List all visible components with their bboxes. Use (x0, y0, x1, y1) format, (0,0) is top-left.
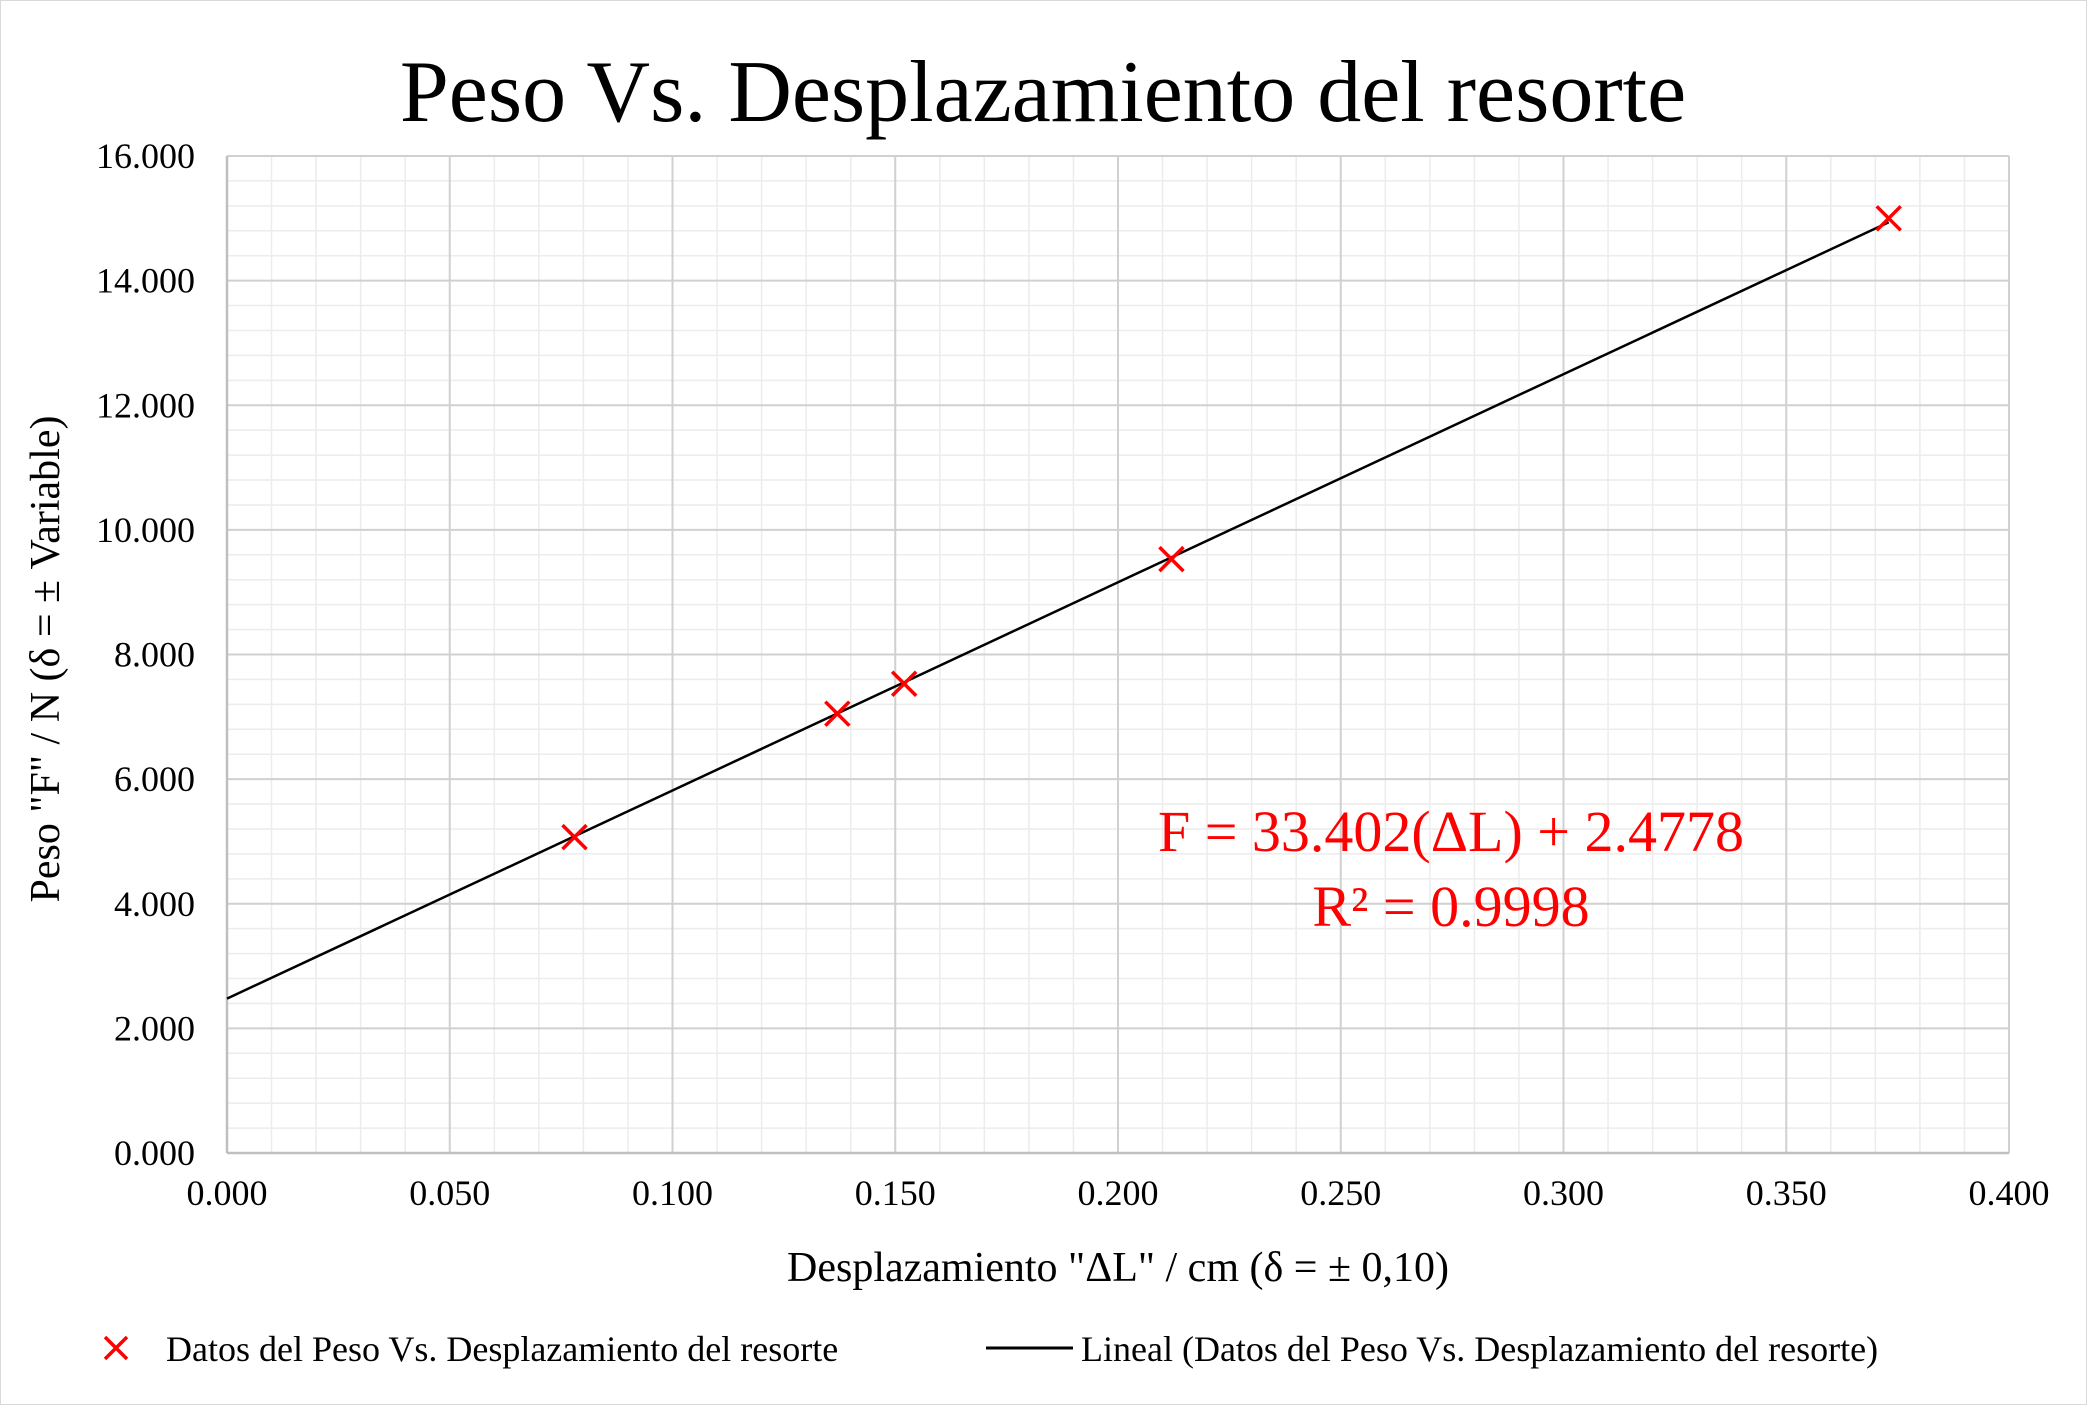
x-tick-label: 0.050 (409, 1173, 490, 1213)
y-tick-label: 6.000 (114, 759, 195, 799)
marker-stroke (824, 700, 851, 727)
trendline (226, 221, 1890, 1000)
y-tick-label: 0.000 (114, 1133, 195, 1173)
x-tick-label: 0.000 (187, 1173, 268, 1213)
data-points (561, 205, 1902, 851)
marker-stroke (1158, 545, 1185, 573)
y-tick-label: 4.000 (114, 884, 195, 924)
legend-label-trendline: Lineal (Datos del Peso Vs. Desplazamient… (1081, 1329, 1878, 1369)
x-tick-label: 0.300 (1523, 1173, 1604, 1213)
x-tick-labels: 0.000 0.050 0.100 0.150 0.200 0.250 0.300 0.350… (187, 1173, 2050, 1213)
trendline-r-squared: R² = 0.9998 (1312, 874, 1589, 939)
legend: Datos del Peso Vs. Desplazamiento del re… (103, 1329, 1878, 1369)
marker-stroke (561, 823, 588, 851)
legend-marker-scatter (103, 1335, 129, 1361)
y-tick-label: 2.000 (114, 1008, 195, 1048)
data-point (561, 823, 588, 851)
x-tick-label: 0.150 (855, 1173, 936, 1213)
y-tick-label: 10.000 (96, 510, 195, 550)
data-point (1158, 545, 1185, 573)
y-tick-label: 8.000 (114, 635, 195, 675)
y-tick-labels: 0.000 2.000 4.000 6.000 8.000 10.000 12.000 14.… (96, 136, 195, 1173)
x-tick-label: 0.100 (632, 1173, 713, 1213)
legend-label-data: Datos del Peso Vs. Desplazamiento del re… (166, 1329, 838, 1369)
legend-x-marker (103, 1335, 129, 1361)
y-tick-label: 14.000 (96, 261, 195, 301)
x-tick-label: 0.400 (1969, 1173, 2050, 1213)
x-tick-label: 0.250 (1300, 1173, 1381, 1213)
data-point (890, 670, 918, 698)
chart-title: Peso Vs. Desplazamiento del resorte (400, 44, 1686, 141)
marker-stroke (103, 1335, 129, 1361)
y-axis-title: Peso "F" / N (δ = ± Variable) (23, 416, 69, 903)
x-tick-label: 0.350 (1746, 1173, 1827, 1213)
y-tick-label: 12.000 (96, 385, 195, 425)
x-axis-title: Desplazamiento "ΔL" / cm (δ = ± 0,10) (787, 1245, 1449, 1291)
marker-stroke (1875, 205, 1902, 232)
data-point (1875, 205, 1902, 232)
trendline-path (226, 221, 1890, 1000)
marker-stroke (890, 670, 918, 698)
x-tick-label: 0.200 (1078, 1173, 1159, 1213)
data-point (824, 700, 851, 727)
y-tick-label: 16.000 (96, 136, 195, 176)
trendline-equation: F = 33.402(ΔL) + 2.4778 (1158, 799, 1744, 864)
axes (225, 156, 2009, 1155)
